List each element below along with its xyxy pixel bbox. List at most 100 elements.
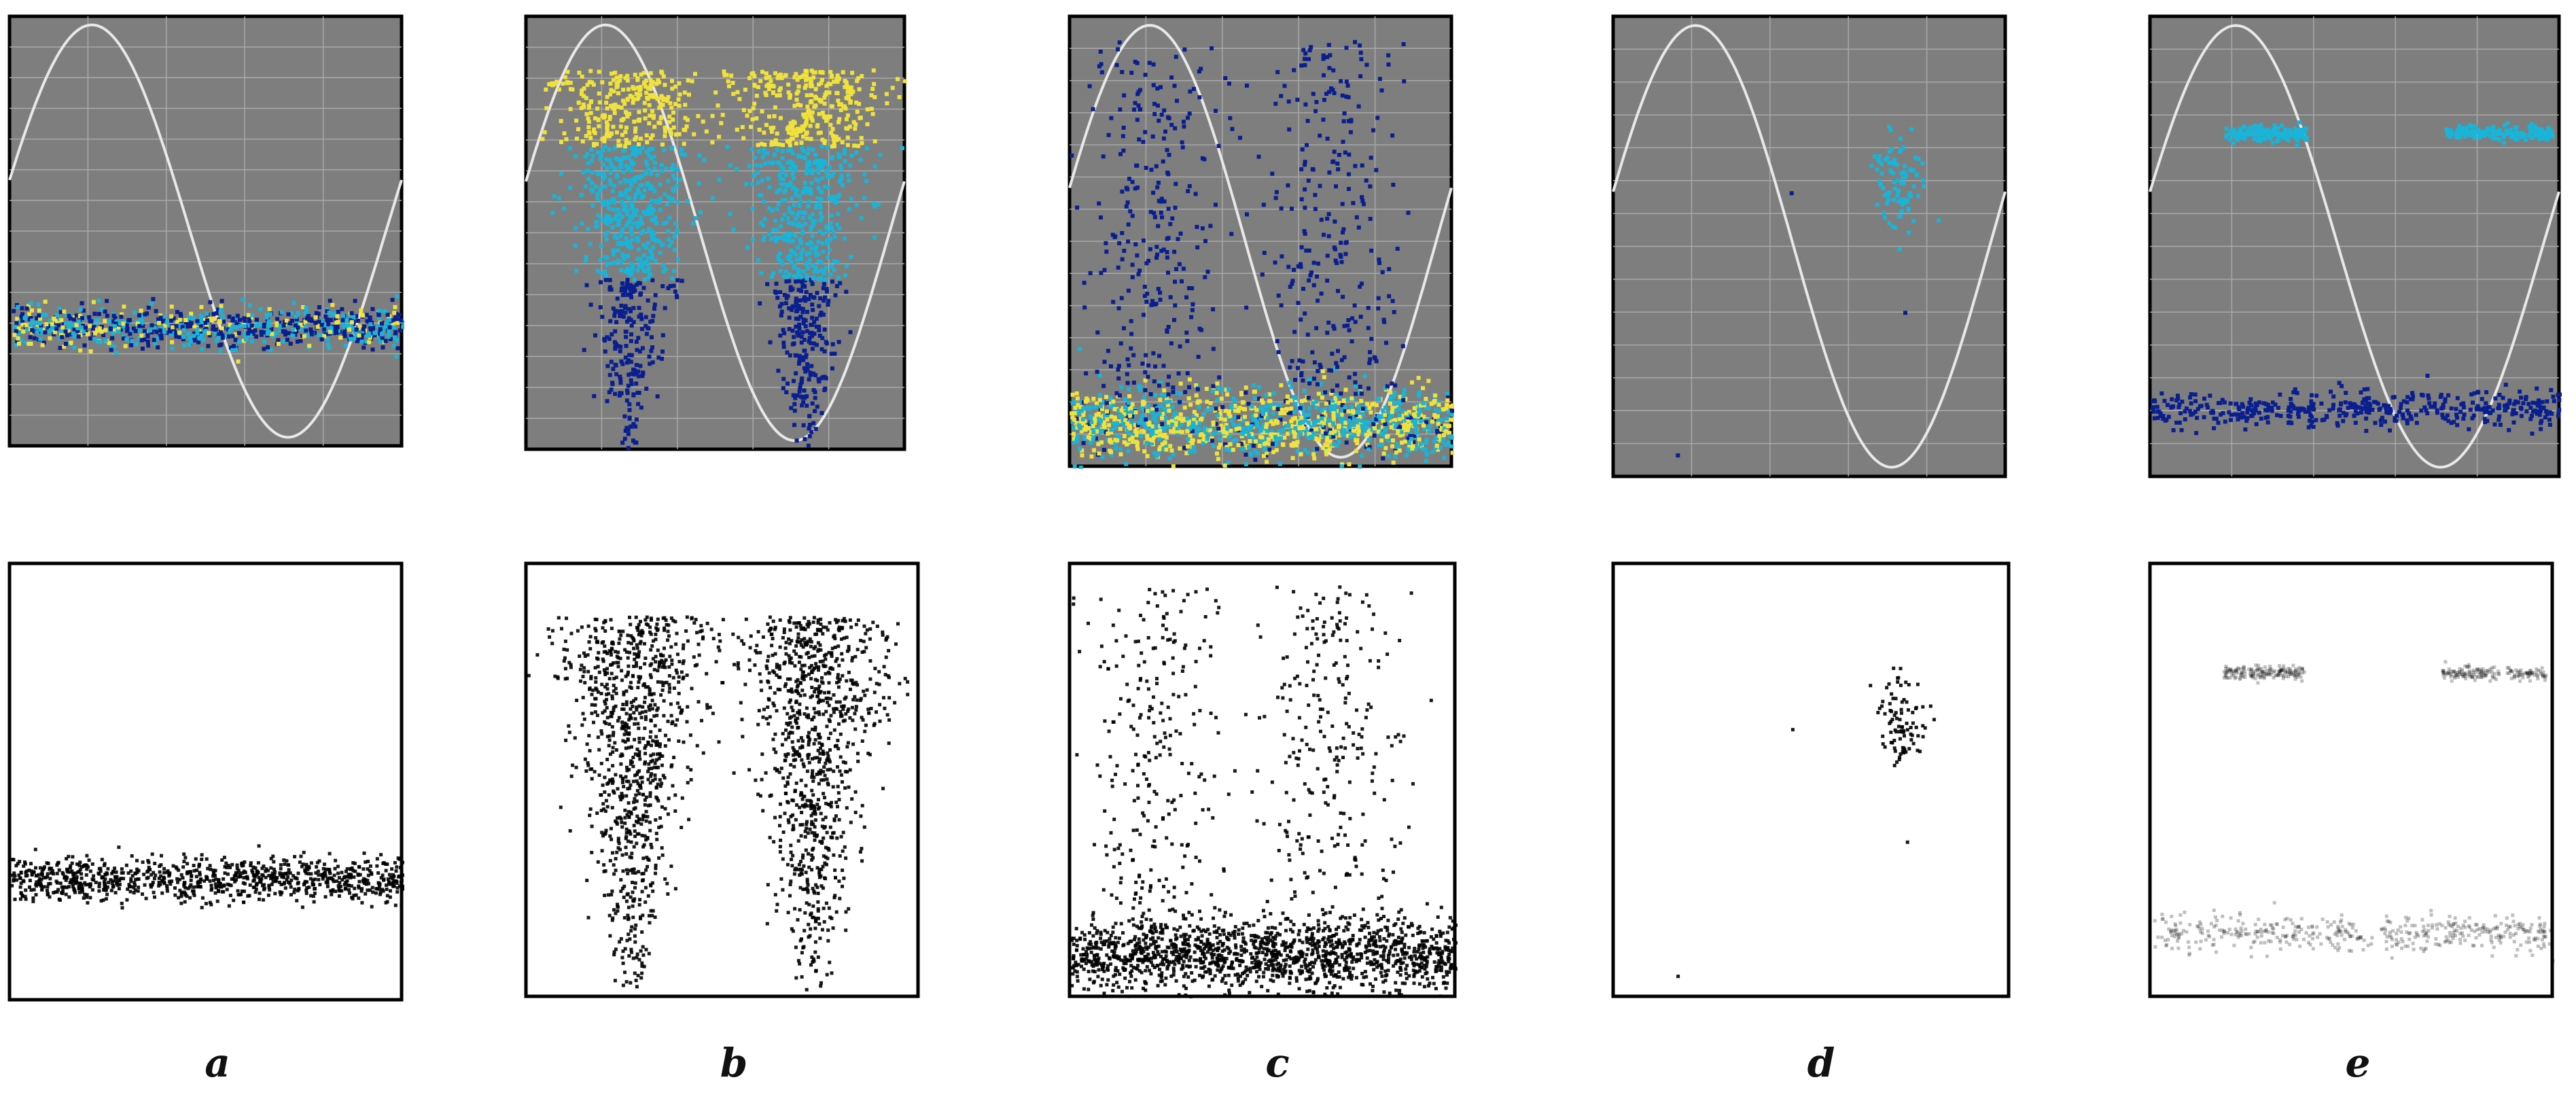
- binary-point: [810, 654, 814, 659]
- scatter-point: [643, 315, 648, 319]
- binary-point: [654, 818, 658, 822]
- scatter-point: [663, 306, 667, 311]
- binary-point: [637, 750, 641, 754]
- binary-point: [129, 877, 133, 881]
- scatter-point: [640, 264, 645, 269]
- scatter-point: [607, 336, 612, 341]
- scatter-point: [22, 316, 27, 321]
- scatter-point: [387, 325, 392, 330]
- scatter-point: [767, 75, 772, 80]
- scatter-point: [615, 173, 620, 177]
- binary-point: [48, 867, 52, 871]
- binary-point: [628, 830, 632, 834]
- binary-point: [260, 877, 264, 881]
- binary-point: [328, 876, 332, 880]
- binary-point: [809, 814, 813, 818]
- binary-point: [831, 926, 835, 930]
- binary-point: [633, 717, 637, 721]
- scatter-point: [635, 347, 639, 352]
- scatter-point: [659, 169, 664, 173]
- binary-point: [289, 878, 294, 882]
- binary-point: [667, 674, 671, 678]
- binary-point: [366, 888, 370, 892]
- scatter-point: [815, 123, 820, 128]
- binary-point: [593, 666, 597, 669]
- binary-point: [635, 799, 639, 803]
- binary-point: [550, 642, 554, 646]
- scatter-point: [851, 120, 856, 124]
- scatter-point: [808, 124, 813, 128]
- binary-point: [632, 711, 636, 715]
- binary-point: [162, 867, 166, 871]
- scatter-point: [666, 94, 671, 99]
- scatter-point: [794, 133, 799, 137]
- binary-point: [646, 815, 650, 819]
- scatter-point: [816, 130, 821, 135]
- scatter-point: [14, 329, 18, 334]
- scatter-point: [357, 333, 361, 338]
- binary-point: [829, 714, 833, 718]
- binary-point: [609, 618, 613, 622]
- scatter-point: [828, 273, 832, 277]
- scatter-point: [268, 312, 272, 317]
- binary-point: [40, 870, 44, 873]
- scatter-point: [637, 247, 641, 252]
- scatter-point: [661, 98, 666, 103]
- scatter-point: [41, 313, 46, 317]
- scatter-point: [334, 317, 338, 322]
- scatter-point: [604, 273, 609, 278]
- scatter-point: [762, 151, 767, 156]
- scatter-point: [629, 360, 633, 364]
- scatter-point: [791, 393, 796, 398]
- binary-point: [652, 714, 656, 718]
- binary-point: [624, 689, 629, 693]
- binary-point: [393, 903, 398, 907]
- binary-point: [794, 625, 798, 629]
- binary-point: [627, 801, 631, 805]
- binary-point: [811, 793, 815, 797]
- binary-point: [565, 676, 569, 680]
- scatter-point: [678, 177, 682, 182]
- scatter-point: [724, 73, 729, 77]
- scatter-point: [290, 319, 294, 323]
- scatter-point: [796, 222, 801, 226]
- scatter-point: [649, 249, 654, 254]
- binary-point: [346, 884, 350, 888]
- scatter-point: [386, 334, 391, 339]
- scatter-point: [807, 297, 811, 302]
- binary-point: [581, 695, 585, 699]
- scatter-point: [639, 261, 643, 266]
- binary-point: [824, 801, 828, 805]
- binary-point: [659, 824, 663, 828]
- scatter-point: [607, 114, 612, 119]
- binary-point: [838, 677, 842, 681]
- scatter-point: [218, 330, 223, 334]
- scatter-point: [590, 203, 595, 208]
- scatter-point: [773, 105, 777, 110]
- binary-point: [789, 843, 793, 847]
- scatter-point: [37, 313, 41, 318]
- scatter-point: [650, 147, 655, 152]
- scatter-point: [388, 336, 393, 341]
- scatter-point: [778, 333, 783, 338]
- binary-point: [315, 865, 319, 869]
- binary-point: [824, 657, 828, 661]
- binary-point: [639, 675, 643, 679]
- scatter-point: [301, 305, 306, 309]
- scatter-point: [673, 84, 678, 89]
- scatter-point: [644, 150, 649, 154]
- scatter-point: [796, 153, 801, 158]
- scatter-point: [805, 186, 810, 191]
- binary-point: [636, 973, 640, 977]
- scatter-point: [599, 280, 603, 285]
- scatter-point: [599, 186, 603, 190]
- binary-point: [792, 765, 796, 769]
- scatter-point: [604, 217, 609, 222]
- scatter-point: [817, 328, 822, 332]
- binary-point: [378, 892, 382, 896]
- binary-point: [396, 856, 400, 860]
- binary-point: [836, 618, 841, 623]
- binary-point: [643, 642, 646, 646]
- scatter-point: [609, 287, 614, 292]
- binary-point: [387, 873, 391, 877]
